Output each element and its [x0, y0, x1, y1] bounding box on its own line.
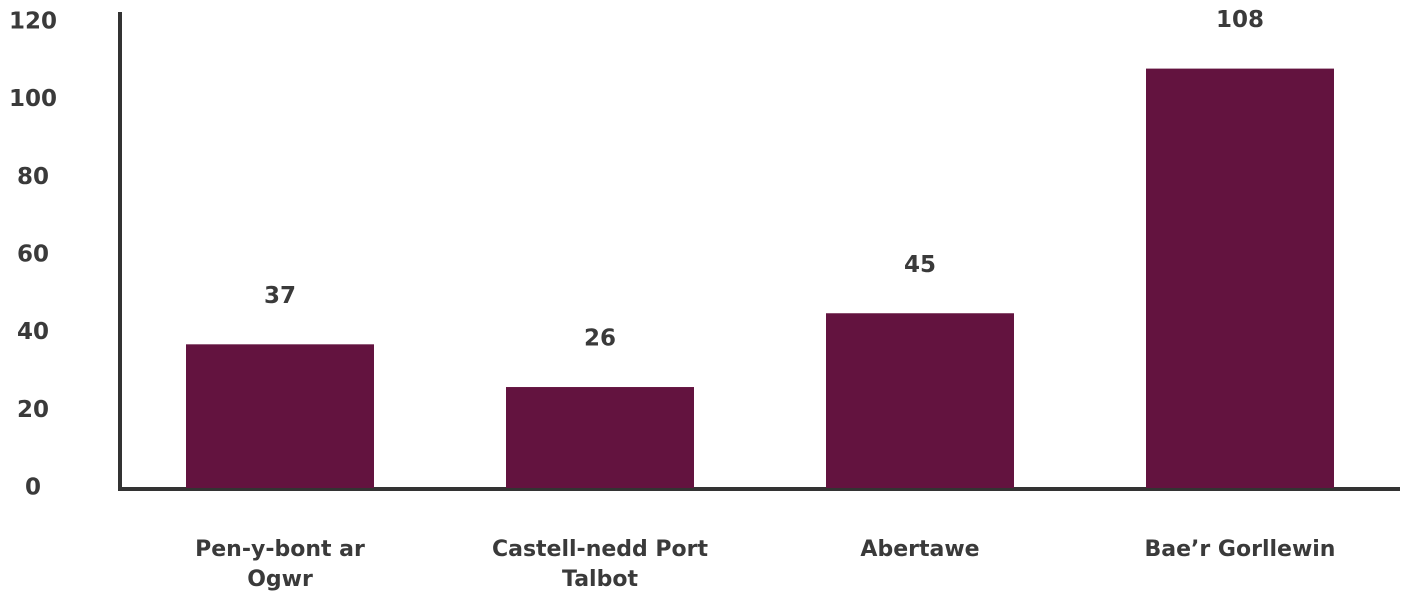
- value-label: 26: [584, 326, 616, 352]
- x-tick-label: Abertawe: [860, 537, 980, 562]
- y-tick-label: 60: [17, 242, 49, 268]
- bar: [826, 313, 1014, 488]
- x-tick-label: Bae’r Gorllewin: [1144, 537, 1336, 562]
- bar: [186, 344, 374, 488]
- value-label: 108: [1216, 7, 1264, 33]
- y-tick-label: 80: [17, 164, 49, 190]
- y-tick-label: 120: [9, 9, 57, 35]
- y-tick-label: 100: [9, 86, 57, 112]
- value-label: 37: [264, 283, 296, 309]
- value-label: 45: [904, 252, 936, 278]
- x-tick-label: Pen-y-bont ar Ogwr: [195, 537, 365, 592]
- x-tick-label: Castell-nedd Port Talbot: [491, 537, 709, 592]
- y-tick-label: 20: [17, 397, 49, 423]
- bar: [506, 387, 694, 488]
- bar: [1146, 68, 1334, 488]
- y-tick-label: 40: [17, 319, 49, 345]
- y-tick-label: 0: [25, 475, 41, 501]
